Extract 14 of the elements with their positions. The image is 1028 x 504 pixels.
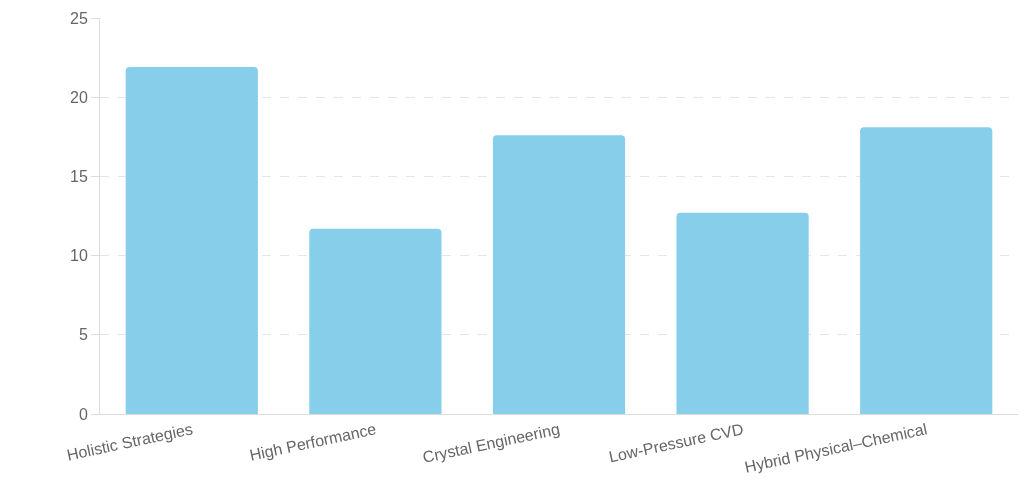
y-tick-label: 25: [70, 9, 88, 27]
x-tick-label: Crystal Engineering: [421, 420, 562, 466]
x-tick-label: High Performance: [248, 420, 378, 464]
bar: [309, 228, 442, 414]
y-tick-label: 10: [70, 247, 88, 265]
bar: [125, 67, 258, 414]
y-tick-label: 20: [70, 88, 88, 106]
y-tick-label: 15: [70, 168, 88, 185]
bar: [860, 127, 993, 414]
bar: [492, 135, 626, 414]
y-tick-label: 0: [78, 405, 88, 423]
x-tick-label: Holistic Strategies: [65, 420, 195, 464]
y-tick-label: 5: [78, 326, 88, 344]
bar: [676, 212, 809, 414]
